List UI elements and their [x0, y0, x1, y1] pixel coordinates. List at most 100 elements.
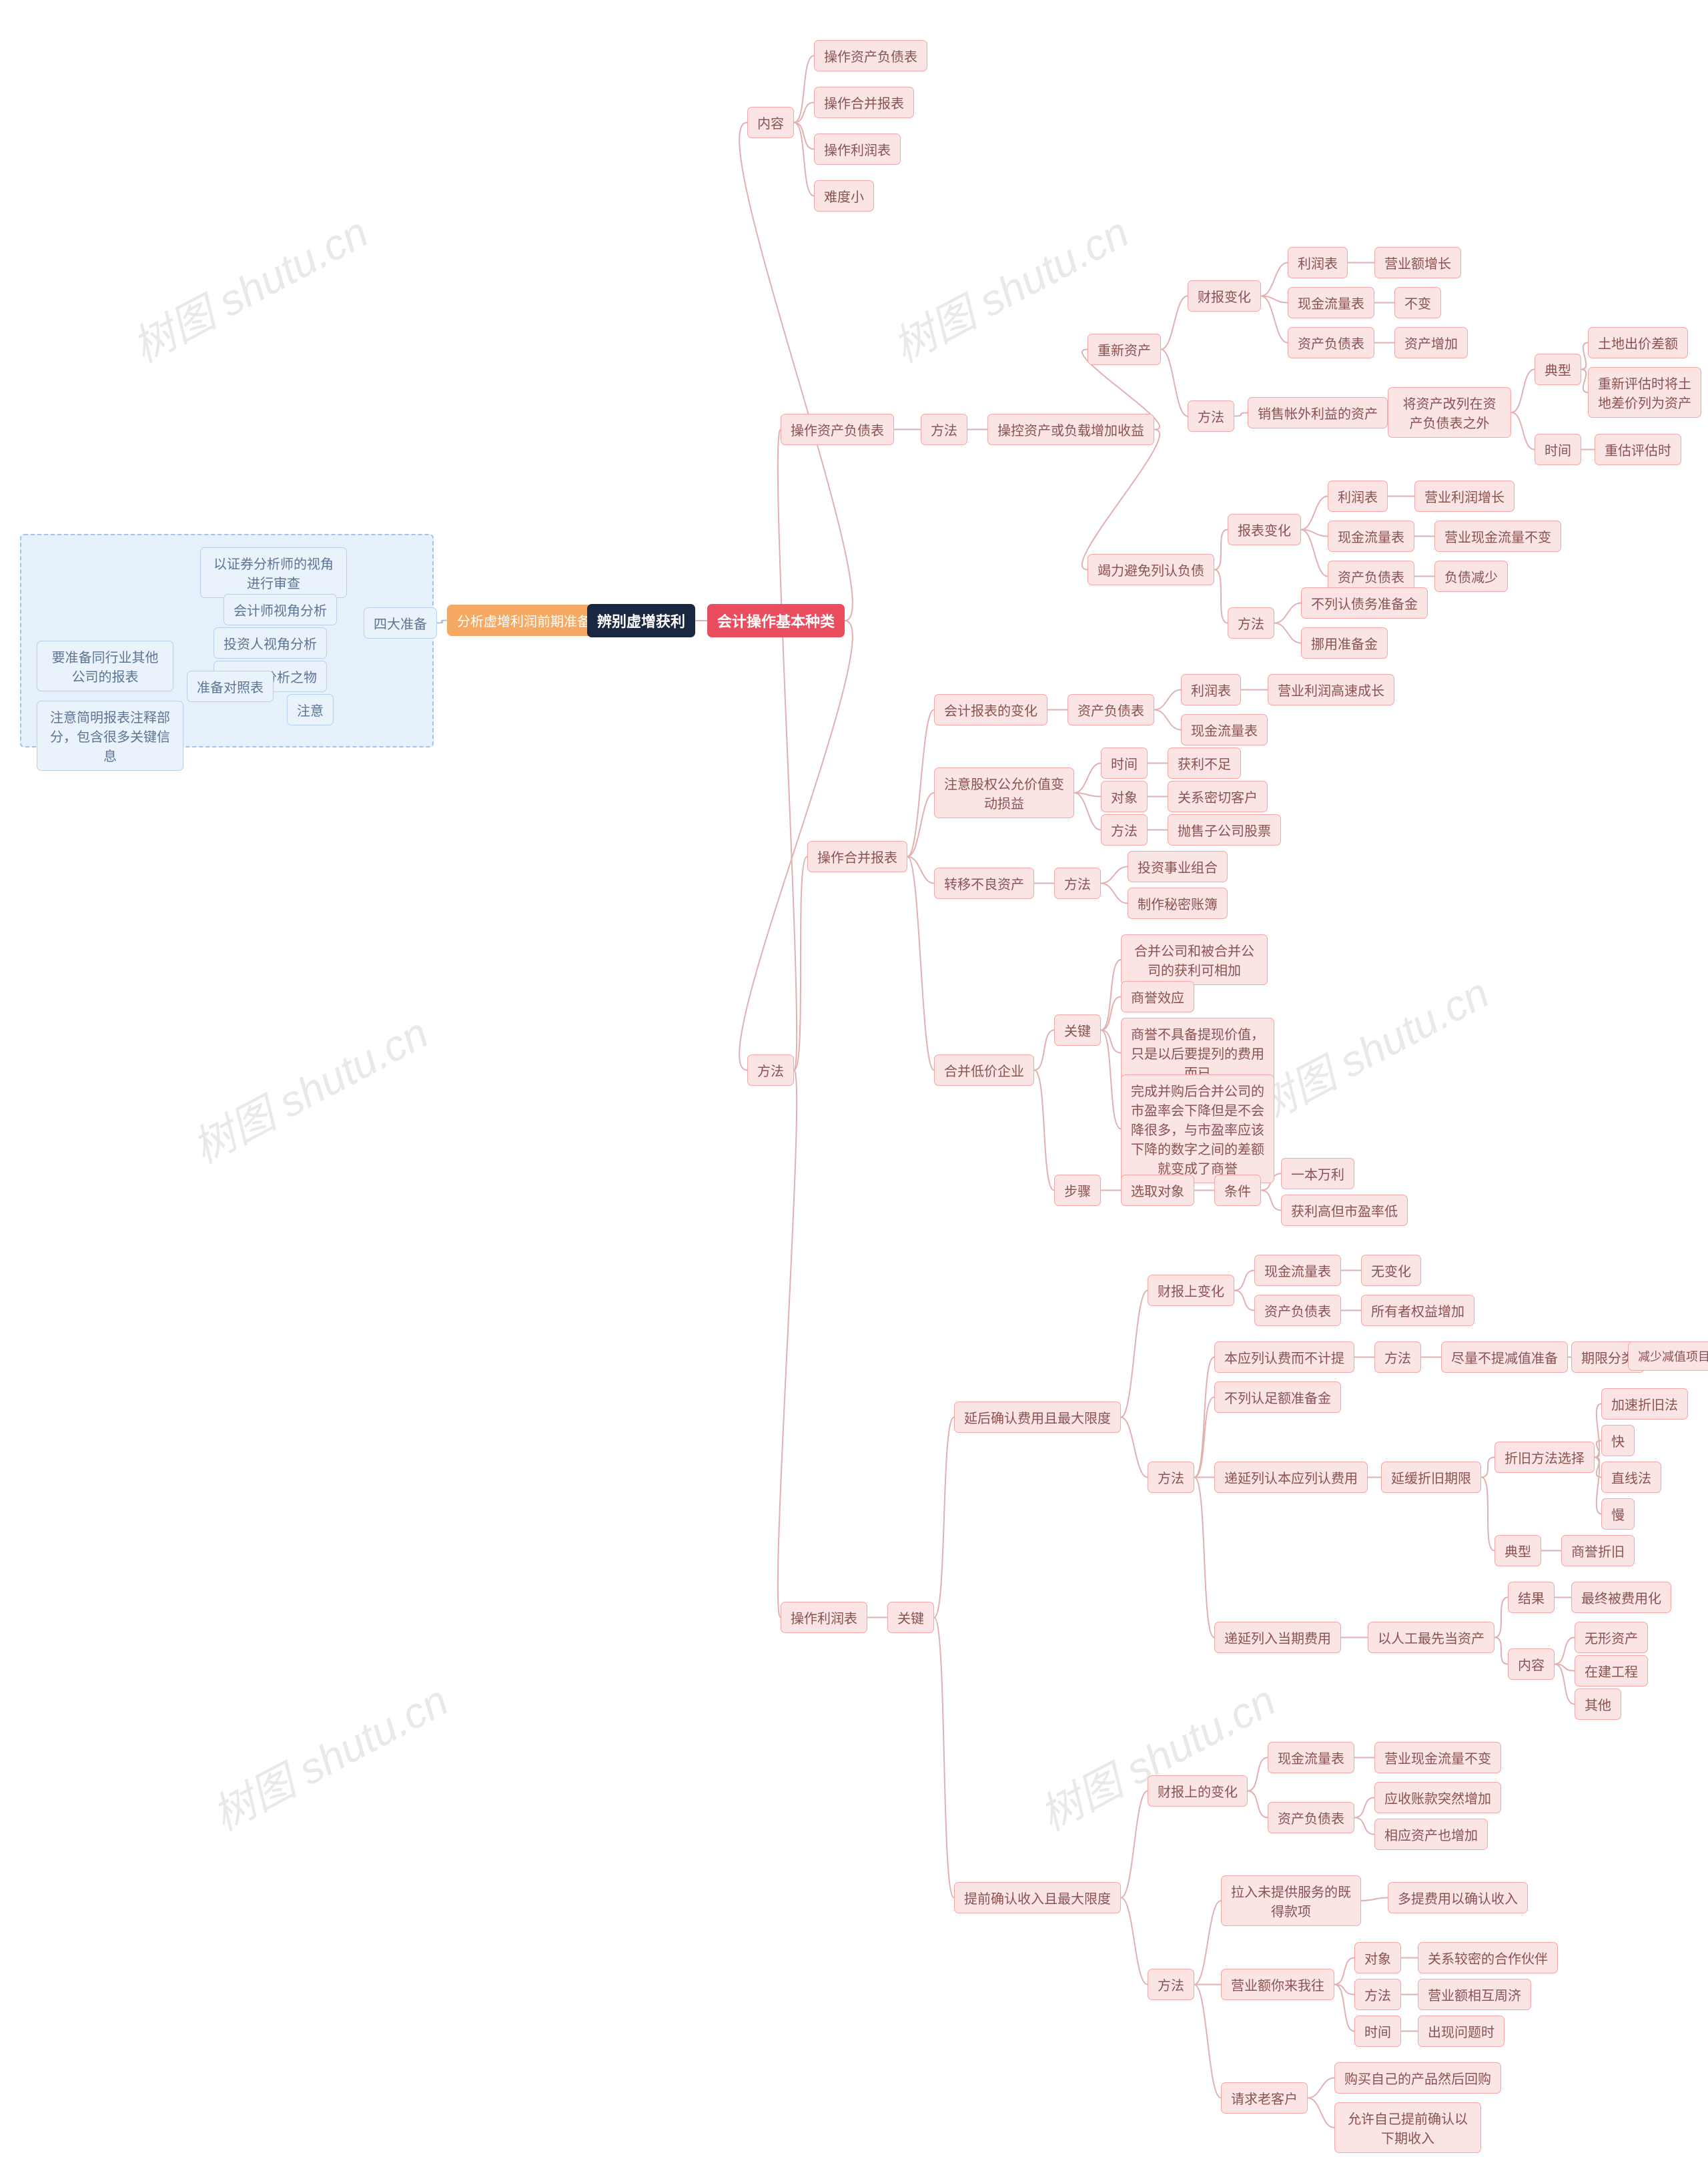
node-mrg_lr: 利润表 — [1181, 674, 1241, 705]
node-av_m1: 不列认债务准备金 — [1301, 587, 1428, 619]
node-ert_time_v: 出现问题时 — [1418, 2015, 1505, 2047]
node-mk1: 合并公司和被合并公司的获利可相加 — [1121, 934, 1268, 985]
node-dl_bs_v: 所有者权益增加 — [1361, 1295, 1474, 1326]
node-mrg_mv2: 制作秘密账簿 — [1128, 888, 1228, 919]
node-dep_l1: 加速折旧法 — [1601, 1388, 1688, 1420]
node-av_m2: 挪用准备金 — [1301, 627, 1388, 659]
node-m_mrg: 操作合并报表 — [807, 841, 907, 872]
node-av_bs_v: 负债减少 — [1434, 561, 1508, 592]
node-er_old: 请求老客户 — [1221, 2082, 1308, 2114]
node-mrg_chg: 会计报表的变化 — [934, 694, 1047, 725]
node-dl_cur_con: 内容 — [1508, 1648, 1555, 1680]
node-ero1: 购买自己的产品然后回购 — [1334, 2062, 1501, 2094]
node-dep_choice: 折旧方法选择 — [1494, 1442, 1595, 1473]
side-node-sn0: 准备对照表 — [187, 671, 274, 702]
node-ra_cf_v: 不变 — [1394, 287, 1441, 318]
node-mrg_cf: 现金流量表 — [1181, 714, 1268, 745]
node-av_lr: 利润表 — [1328, 481, 1388, 512]
node-dl_cur_res_v: 最终被费用化 — [1571, 1582, 1671, 1613]
node-mk2: 商誉效应 — [1121, 981, 1194, 1012]
node-ert_obj_v: 关系较密的合作伙伴 — [1418, 1942, 1558, 1973]
node-ra_cf: 现金流量表 — [1288, 287, 1374, 318]
node-erb1: 应收账款突然增加 — [1374, 1782, 1501, 1813]
node-cd1: 一本万利 — [1281, 1158, 1354, 1189]
side-node-s_four: 四大准备 — [364, 607, 437, 639]
node-mrg_low: 合并低价企业 — [934, 1054, 1034, 1086]
node-er_bs: 资产负债表 — [1268, 1802, 1354, 1833]
side-node-sn0_a: 要准备同行业其他公司的报表 — [37, 641, 173, 691]
node-dl_cur_res: 结果 — [1508, 1582, 1555, 1613]
node-dep_ext: 延缓折旧期限 — [1381, 1462, 1481, 1493]
node-mrg_cond: 条件 — [1214, 1175, 1261, 1206]
node-dl_chg: 财报上变化 — [1148, 1275, 1234, 1306]
node-ra_m: 方法 — [1188, 400, 1234, 432]
node-ert_m_v: 营业额相互周济 — [1418, 1979, 1531, 2010]
red-node: 会计操作基本种类 — [707, 604, 845, 637]
node-mrg_mv: 转移不良资产 — [934, 868, 1034, 899]
side-node-s_note: 注意 — [287, 694, 334, 725]
node-ra_time_v: 重估评估时 — [1595, 434, 1681, 465]
node-dl_noexp: 本应列认费而不计提 — [1214, 1341, 1354, 1373]
node-er_svc: 拉入未提供服务的既得款项 — [1221, 1875, 1361, 1926]
watermark: 树图 shutu.cn — [1241, 960, 1499, 1135]
node-c4: 难度小 — [814, 180, 874, 212]
node-dl_cf_v: 无变化 — [1361, 1255, 1421, 1286]
node-content: 内容 — [747, 107, 794, 138]
node-mrg_bs: 资产负债表 — [1068, 694, 1154, 725]
orange-node: 分析虚增利润前期准备 — [447, 605, 600, 636]
node-rev_asset: 重新资产 — [1088, 334, 1161, 365]
node-pl_key: 关键 — [887, 1602, 934, 1633]
node-fv_obj_v: 关系密切客户 — [1168, 781, 1268, 812]
node-dl_cur_lab: 以人工最先当资产 — [1368, 1622, 1494, 1653]
node-ra_moved: 将资产改列在资产负债表之外 — [1388, 387, 1511, 438]
canvas: 树图 shutu.cn树图 shutu.cn树图 shutu.cn树图 shut… — [0, 0, 1708, 2177]
node-ra_sell: 销售帐外利益的资产 — [1248, 397, 1388, 428]
node-mrg_key: 关键 — [1054, 1014, 1101, 1046]
node-fv_m_v: 抛售子公司股票 — [1168, 814, 1281, 846]
node-ert_time: 时间 — [1354, 2015, 1401, 2047]
node-c2: 操作合并报表 — [814, 87, 914, 118]
node-dl_defer: 递延列认本应列认费用 — [1214, 1462, 1368, 1493]
node-c3: 操作利润表 — [814, 133, 901, 165]
node-m_pl: 操作利润表 — [781, 1602, 867, 1633]
node-er_trade: 营业额你来我往 — [1221, 1969, 1334, 2000]
side-node-sf3: 投资人视角分析 — [214, 627, 327, 659]
node-mrg_sel: 选取对象 — [1121, 1175, 1194, 1206]
node-ra_bs_v: 资产增加 — [1394, 327, 1468, 358]
node-ert_obj: 对象 — [1354, 1942, 1401, 1973]
node-ra_typ2: 重新评估时将土地差价列为资产 — [1588, 367, 1701, 418]
node-avoid: 竭力避免列认负债 — [1088, 554, 1214, 585]
node-dl_bs: 资产负债表 — [1254, 1295, 1341, 1326]
node-mrg_mv_m: 方法 — [1054, 868, 1101, 899]
node-ra_typ1: 土地出价差额 — [1588, 327, 1688, 358]
node-er_svc_v: 多提费用以确认收入 — [1388, 1882, 1528, 1913]
node-er_cf: 现金流量表 — [1268, 1742, 1354, 1773]
node-dl_noexp_m_v: 尽量不提减值准备 — [1441, 1341, 1568, 1373]
node-fv_obj: 对象 — [1101, 781, 1148, 812]
node-ra_lr_v: 营业额增长 — [1374, 247, 1461, 278]
node-pl_delay: 延后确认费用且最大限度 — [954, 1402, 1121, 1433]
node-er_chg: 财报上的变化 — [1148, 1775, 1248, 1807]
node-method: 方法 — [747, 1054, 794, 1086]
node-dep_typ_v: 商誉折旧 — [1561, 1535, 1635, 1566]
node-dep_l4: 慢 — [1601, 1498, 1635, 1530]
node-dep_typ: 典型 — [1494, 1535, 1541, 1566]
node-ero2: 允许自己提前确认以下期收入 — [1334, 2102, 1481, 2153]
node-cc1: 无形资产 — [1575, 1622, 1648, 1653]
node-ra_typ: 典型 — [1535, 354, 1581, 385]
watermark: 树图 shutu.cn — [200, 1667, 458, 1843]
watermark: 树图 shutu.cn — [120, 199, 378, 374]
node-pl_early: 提前确认收入且最大限度 — [954, 1882, 1121, 1913]
node-mrg_step: 步骤 — [1054, 1175, 1101, 1206]
side-node-sf2: 会计师视角分析 — [224, 594, 337, 625]
node-fv_m: 方法 — [1101, 814, 1148, 846]
side-node-sn1: 注意简明报表注释部分，包含很多关键信息 — [37, 701, 183, 771]
root-node: 辨别虚增获利 — [587, 604, 695, 637]
node-m_bal_core: 操控资产或负载增加收益 — [987, 414, 1154, 445]
node-ra_time: 时间 — [1535, 434, 1581, 465]
node-av_chg: 报表变化 — [1228, 514, 1301, 545]
node-dl_cf: 现金流量表 — [1254, 1255, 1341, 1286]
node-mrg_mv1: 投资事业组合 — [1128, 851, 1228, 882]
node-dep_l2: 快 — [1601, 1425, 1635, 1456]
node-dl_norsv: 不列认足额准备金 — [1214, 1381, 1341, 1413]
